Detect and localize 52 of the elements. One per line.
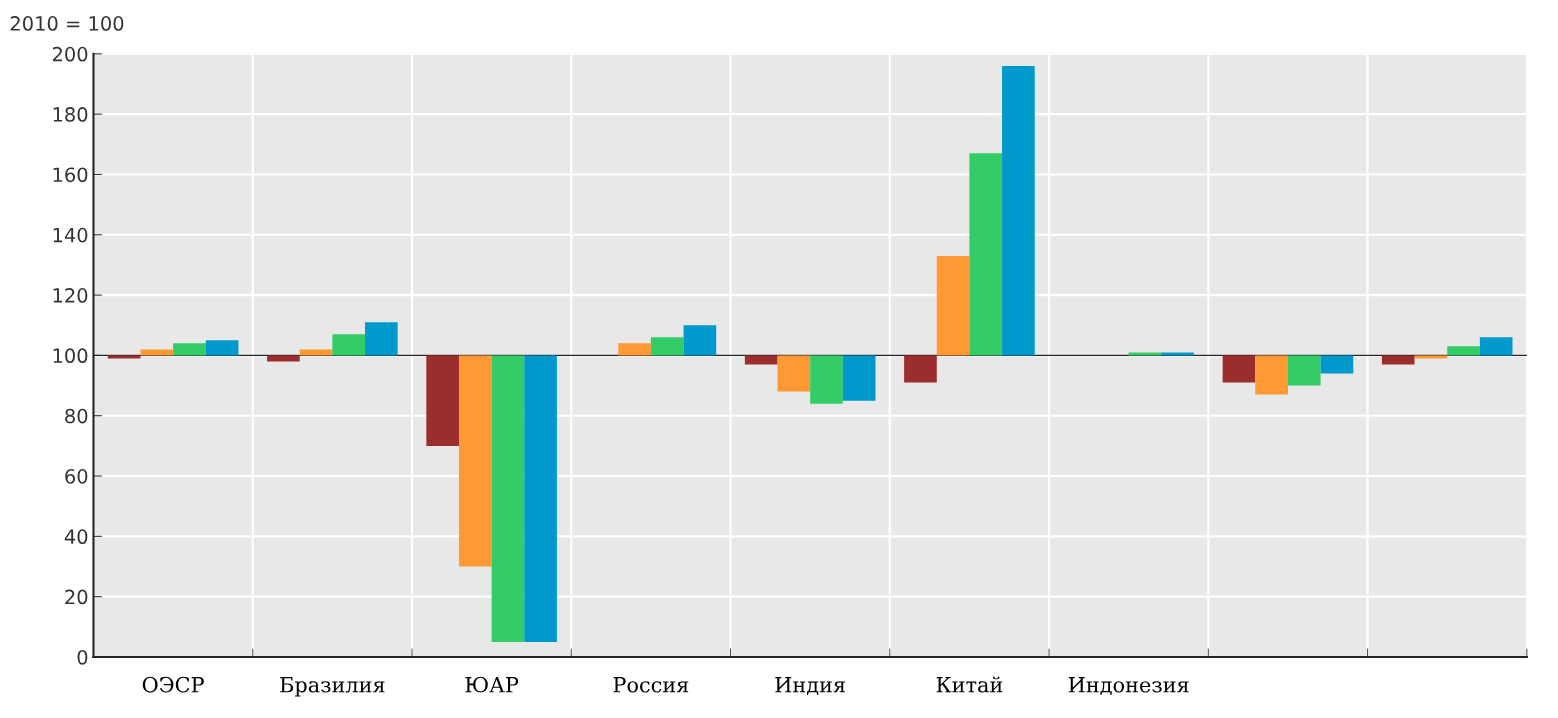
y-tick-label: 200 <box>52 46 88 62</box>
bar <box>267 355 300 362</box>
bar <box>842 355 876 401</box>
bar <box>1161 352 1194 356</box>
bar <box>744 355 778 365</box>
y-tick-label: 120 <box>53 288 88 303</box>
bar <box>491 355 525 642</box>
bar <box>777 355 811 392</box>
bar <box>969 153 1003 356</box>
x-tick-label: Индонезия <box>1068 677 1189 696</box>
bar <box>1381 355 1415 365</box>
y-tick-label: 20 <box>65 589 88 605</box>
bar <box>458 355 492 567</box>
y-axis-title: 2010 = 100 <box>10 16 124 31</box>
bar <box>1128 352 1162 356</box>
bar <box>173 343 206 356</box>
y-tick-label: 160 <box>53 167 88 183</box>
bar <box>1222 355 1256 383</box>
y-tick-label: 180 <box>53 107 88 122</box>
bar <box>1414 355 1448 359</box>
x-tick-label: Индия <box>775 677 846 696</box>
bar <box>332 334 366 356</box>
bar <box>904 355 937 383</box>
y-tick-label: 140 <box>53 227 88 243</box>
bar <box>1002 65 1035 356</box>
y-tick-label: 0 <box>77 649 88 665</box>
y-tick-label: 80 <box>65 408 88 424</box>
y-tick-label: 40 <box>64 529 88 545</box>
y-tick-label: 60 <box>65 468 88 484</box>
bar <box>1320 355 1354 374</box>
bar <box>618 343 651 356</box>
x-tick-label: Бразилия <box>280 677 385 697</box>
y-tick-label: 100 <box>53 348 88 364</box>
x-tick-label: ОЭСР <box>142 676 204 693</box>
bar <box>683 325 717 356</box>
bar <box>524 355 557 642</box>
bar <box>1287 355 1321 386</box>
bar <box>1255 355 1288 395</box>
x-tick-label: Китай <box>936 676 1003 693</box>
bar <box>426 355 459 446</box>
bar <box>1447 346 1480 356</box>
bar <box>936 255 970 356</box>
x-tick-label: ЮАР <box>465 676 519 693</box>
bar <box>107 355 141 359</box>
bar <box>140 349 174 356</box>
bar <box>1479 337 1513 356</box>
x-tick-label: Россия <box>613 677 689 693</box>
bar <box>205 340 239 356</box>
bar <box>365 322 398 356</box>
bar <box>810 355 843 404</box>
bar <box>299 349 333 356</box>
bar <box>650 337 684 356</box>
